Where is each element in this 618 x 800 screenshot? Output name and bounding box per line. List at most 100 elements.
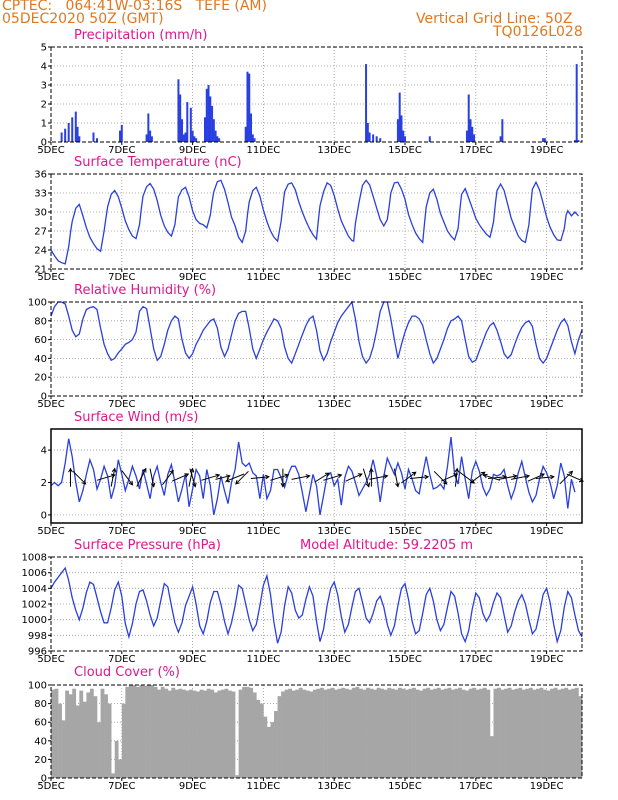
humidity-panel: 5DEC 7DEC 9DEC 11DEC 13DEC 15DEC 17DEC 19DEC 0 20…: [28, 298, 583, 410]
cloud-bar: [571, 688, 576, 778]
precip-bar: [248, 73, 251, 142]
pressure-y-tick-label: 1002: [22, 600, 47, 611]
cloud-bar: [511, 689, 516, 778]
precip-bar: [96, 138, 99, 142]
cloud-bar: [504, 688, 508, 778]
wind-arrow-head: [235, 479, 240, 485]
precip-bar: [212, 119, 215, 142]
pressure-x-tick-label: 11DEC: [247, 654, 281, 665]
cloud-bar: [358, 688, 363, 778]
wind-frame: [50, 428, 583, 524]
cloud-bar: [259, 703, 264, 778]
cloud-bar: [242, 686, 246, 778]
cloud-bar: [419, 690, 423, 778]
precip-bar: [542, 138, 545, 142]
wind-arrow-head: [68, 467, 73, 473]
wind-arrow: [566, 473, 584, 482]
precip-bar: [250, 113, 253, 142]
cloud-bar: [383, 689, 388, 778]
pressure-x-tick-label: 19DEC: [530, 654, 564, 665]
cloud-bar: [500, 689, 505, 778]
precip-bar: [366, 123, 369, 142]
wind-arrow-head: [169, 469, 174, 475]
precip-bar: [191, 130, 194, 142]
cloud-bar: [298, 687, 303, 778]
wind-arrow: [225, 473, 245, 482]
cloud-bar: [167, 690, 172, 778]
cloud-bar: [334, 689, 339, 778]
wind-panel: 5DEC 7DEC 9DEC 11DEC 13DEC 15DEC 17DEC 19DEC 0 2 4: [37, 428, 584, 537]
cloud-bar: [514, 688, 519, 778]
precip-bar: [179, 94, 182, 142]
wind-arrow: [487, 476, 507, 480]
cloud-bar: [433, 688, 438, 778]
cloud-x-tick-label: 5DEC: [37, 781, 64, 792]
wind-arrow: [121, 470, 133, 486]
precip-bar: [184, 132, 187, 142]
wind-arrow-head: [411, 471, 417, 477]
precip-bar: [499, 136, 502, 142]
cloud-bar: [543, 689, 547, 778]
pressure-x-tick-label: 17DEC: [459, 654, 493, 665]
humidity-title: Relative Humidity (%): [74, 283, 217, 298]
precip-bar: [203, 117, 206, 142]
temperature-y-tick-label: 30: [34, 208, 47, 219]
cloud-bar: [472, 687, 477, 778]
wind-arrow: [470, 471, 486, 484]
cloud-bar: [337, 688, 342, 778]
cloud-bar: [203, 690, 208, 778]
cloud-bar: [309, 691, 314, 778]
humidity-y-tick-label: 60: [34, 335, 47, 346]
wind-arrow-head: [383, 474, 389, 479]
precip-bar: [471, 126, 474, 142]
wind-arrow-head: [453, 473, 459, 478]
wind-arrow-head: [369, 467, 374, 473]
humidity-x-tick-label: 15DEC: [388, 399, 422, 410]
precip-bar: [64, 128, 67, 142]
cloud-bar: [178, 688, 183, 778]
temperature-x-tick-label: 11DEC: [247, 272, 281, 283]
wind-arrow-head: [111, 467, 117, 473]
cloud-bar: [252, 692, 257, 778]
run-header: 05DEC2020 50Z (GMT): [2, 11, 164, 27]
cloud-bar: [107, 703, 112, 778]
pressure-y-tick-label: 1000: [22, 615, 47, 626]
cloud-bar: [451, 689, 455, 778]
wind-arrow-head: [549, 474, 555, 480]
cloud-bar: [475, 689, 480, 778]
precipitation-x-tick-label: 17DEC: [459, 145, 493, 156]
wind-arrow: [401, 471, 417, 484]
precip-bar: [92, 132, 95, 142]
wind-arrow-head: [184, 473, 190, 478]
cloud-bar: [394, 689, 399, 778]
wind-x-tick-label: 19DEC: [530, 526, 564, 537]
precip-bar: [180, 119, 183, 142]
humidity-x-tick-label: 19DEC: [530, 399, 564, 410]
wind-arrow-head: [305, 474, 311, 479]
precip-bar: [404, 136, 406, 142]
cloud-bar: [235, 775, 239, 778]
cloud-bar: [316, 688, 321, 778]
wind-arrow: [440, 473, 458, 482]
cloud-bar: [118, 759, 123, 778]
precip-bar: [78, 136, 81, 142]
wind-title: Surface Wind (m/s): [74, 410, 199, 425]
precipitation-x-tick-label: 19DEC: [530, 145, 564, 156]
wind-arrow: [314, 472, 330, 483]
wind-arrow-head: [525, 474, 531, 479]
humidity-line: [50, 300, 583, 365]
cloud-bar: [440, 689, 445, 778]
cloud-bar: [443, 688, 448, 778]
cloud-bar: [557, 689, 562, 778]
cloud-bar: [567, 689, 572, 778]
wind-arrow: [510, 475, 530, 480]
temperature-y-tick-label: 21: [34, 265, 47, 276]
temperature-x-tick-label: 17DEC: [459, 272, 493, 283]
precipitation-x-tick-label: 9DEC: [179, 145, 206, 156]
wind-arrow: [369, 475, 388, 480]
wind-arrow: [188, 468, 194, 487]
precipitation-x-tick-label: 7DEC: [108, 145, 135, 156]
pressure-panel: 5DEC 7DEC 9DEC 11DEC 13DEC 15DEC 17DEC 19DEC 996…: [22, 553, 583, 665]
temperature-x-tick-label: 19DEC: [530, 272, 564, 283]
